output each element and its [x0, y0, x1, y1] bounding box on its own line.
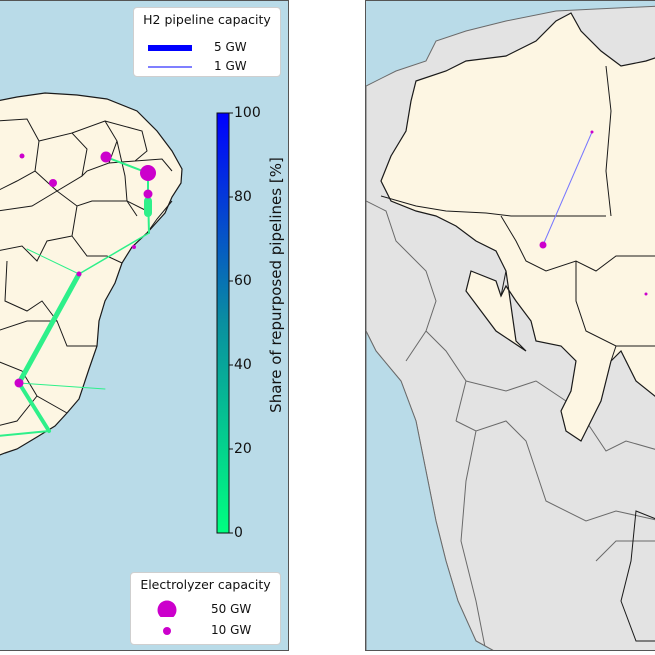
- electrolyzer-legend-label: 50 GW: [211, 602, 252, 616]
- pipeline: [18, 382, 106, 390]
- electrolyzer-node: [100, 151, 112, 163]
- electrolyzer-legend-title: Electrolyzer capacity: [140, 577, 271, 592]
- pipeline: [542, 131, 593, 246]
- pipeline-legend-label: 5 GW: [214, 40, 247, 54]
- electrolyzer-node: [14, 378, 24, 388]
- pipeline-swatch-thick: [148, 45, 192, 51]
- electrolyzer-legend-row-10gw: 10 GW: [139, 622, 272, 640]
- electrolyzer-legend: Electrolyzer capacity 50 GW 10 GW: [130, 572, 281, 645]
- pipeline: [78, 232, 150, 275]
- pipeline: [16, 271, 82, 386]
- pipeline-swatch-thin: [148, 66, 192, 68]
- electrolyzer-nodes-right: [539, 130, 648, 296]
- electrolyzer-node: [590, 130, 594, 134]
- pipeline-legend-title: H2 pipeline capacity: [143, 12, 271, 27]
- country-borders: [366, 200, 655, 650]
- colorbar: [216, 112, 230, 534]
- electrolyzer-node: [644, 292, 648, 296]
- map-panel-right: [365, 0, 655, 651]
- land-mass: [0, 92, 183, 456]
- electrolyzer-node: [143, 189, 153, 199]
- electrolyzer-node: [140, 165, 156, 181]
- pipeline: [26, 248, 80, 275]
- colorbar-tick-label: 40: [234, 357, 252, 373]
- electrolyzer-legend-label: 10 GW: [211, 623, 252, 637]
- electrolyzer-swatch-large: [157, 600, 177, 617]
- colorbar-tick-label: 0: [234, 525, 243, 541]
- electrolyzer-node: [19, 153, 25, 159]
- colorbar-tick-label: 20: [234, 441, 252, 457]
- focus-region: [380, 12, 655, 442]
- brazil-east-map: [0, 92, 233, 534]
- pipeline: [0, 430, 50, 437]
- electrolyzer-legend-row-50gw: 50 GW: [139, 599, 272, 621]
- map-panel-left: 0 20 40 60 80 100 Share of repurposed pi…: [0, 0, 289, 651]
- pipeline-legend-row-5gw: 5 GW: [142, 39, 272, 57]
- colorbar-tick-label: 80: [234, 189, 252, 205]
- pipeline-legend-row-1gw: 1 GW: [142, 58, 272, 76]
- electrolyzer-node: [132, 245, 136, 249]
- colorbar-tick-label: 60: [234, 273, 252, 289]
- pipeline: [17, 381, 51, 433]
- electrolyzer-node: [49, 179, 57, 187]
- colorbar-tick-label: 100: [234, 105, 261, 121]
- electrolyzer-node: [539, 241, 547, 249]
- pacific-ocean: [366, 330, 494, 650]
- colorbar-ticks: [229, 112, 233, 534]
- pipeline-legend: H2 pipeline capacity 5 GW 1 GW: [133, 7, 281, 77]
- state-borders-right: [380, 65, 655, 642]
- electrolyzer-node: [76, 271, 82, 277]
- pipeline-legend-label: 1 GW: [214, 59, 247, 73]
- electrolyzer-swatch-small: [163, 627, 171, 635]
- colorbar-label: Share of repurposed pipelines [%]: [267, 157, 285, 413]
- south-america-map: [366, 5, 655, 650]
- electrolyzer-nodes: [14, 151, 156, 388]
